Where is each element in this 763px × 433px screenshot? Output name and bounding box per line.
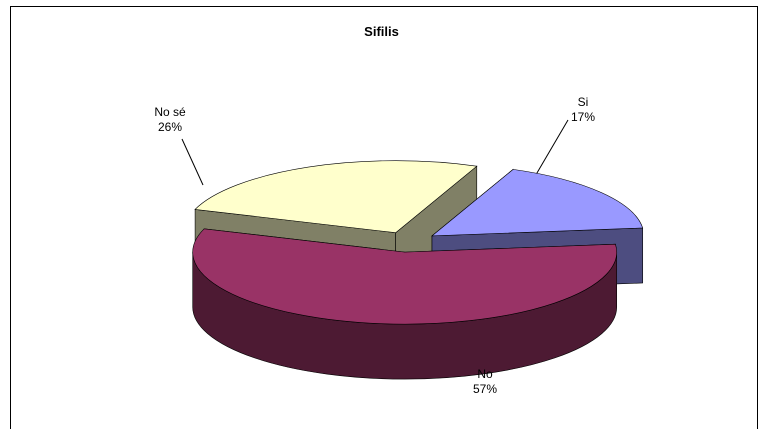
slice-label-no-value: 57% — [472, 382, 498, 396]
slice-label-si-name: Si — [577, 95, 589, 109]
slice-label-no-se: No sé 26% — [145, 105, 195, 135]
slice-label-no-name: No — [477, 367, 493, 381]
slice-label-si-value: 17% — [570, 110, 596, 124]
leader-line-no-se — [181, 138, 204, 186]
pie-slices — [192, 160, 644, 380]
slice-label-si: Si 17% — [563, 95, 603, 125]
slice-si-top — [431, 169, 644, 237]
slice-no-top — [192, 228, 618, 325]
slice-no — [192, 228, 618, 380]
slice-label-no-se-name: No sé — [154, 105, 186, 119]
slice-label-no: No 57% — [465, 367, 505, 397]
chart-title: Sifilis — [364, 24, 399, 39]
slice-label-no-se-value: 26% — [157, 120, 183, 134]
slice-no-se-top — [194, 160, 478, 234]
